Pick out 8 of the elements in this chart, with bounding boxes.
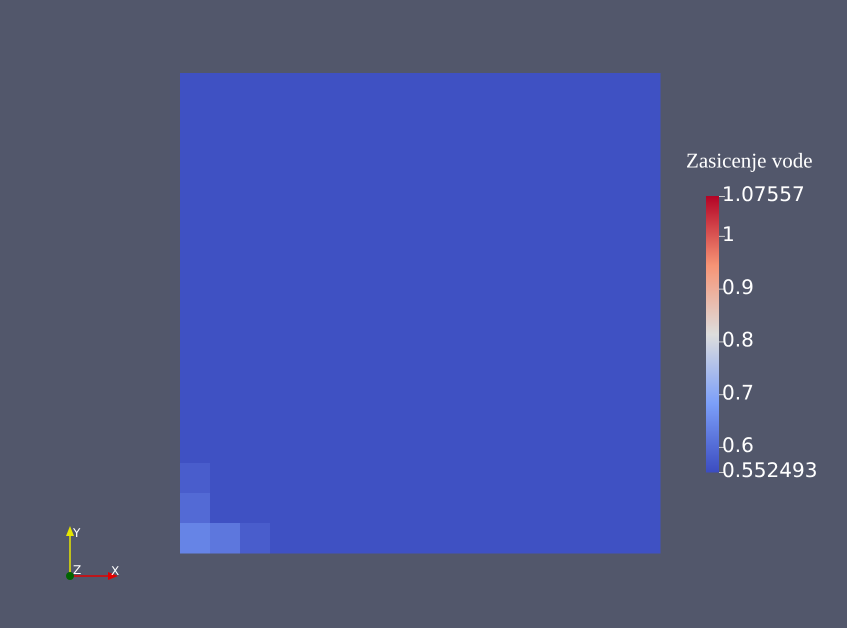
color-bar-label: 0.8 xyxy=(722,328,754,352)
color-bar-label: 1.07557 xyxy=(722,182,805,206)
color-bar-label: 0.552493 xyxy=(722,458,818,482)
color-bar-label: 0.7 xyxy=(722,380,754,404)
color-bar-label: 1 xyxy=(722,222,735,246)
color-bar-title: Zasicenje vode xyxy=(686,148,813,173)
color-bar-label: 0.9 xyxy=(722,274,754,299)
color-bar-label: 0.6 xyxy=(722,433,754,458)
